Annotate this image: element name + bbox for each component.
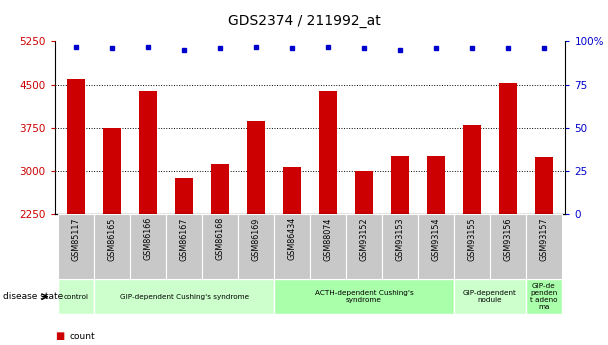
Bar — [274, 279, 454, 314]
Text: ■: ■ — [55, 332, 64, 341]
Bar — [319, 91, 337, 214]
Bar — [418, 214, 454, 279]
Text: GSM85117: GSM85117 — [72, 217, 81, 261]
Bar — [274, 214, 310, 279]
Text: GIP-dependent Cushing's syndrome: GIP-dependent Cushing's syndrome — [120, 294, 249, 300]
Bar — [454, 279, 526, 314]
Bar — [175, 178, 193, 214]
Text: GSM93156: GSM93156 — [503, 217, 513, 261]
Bar — [463, 125, 481, 214]
Bar — [310, 214, 346, 279]
Bar — [139, 91, 157, 214]
Bar — [58, 279, 94, 314]
Bar — [283, 167, 301, 214]
Text: GSM93153: GSM93153 — [395, 217, 404, 261]
Bar — [166, 214, 202, 279]
Bar — [202, 214, 238, 279]
Text: ACTH-dependent Cushing's
syndrome: ACTH-dependent Cushing's syndrome — [315, 290, 413, 303]
Text: GIP-dependent
nodule: GIP-dependent nodule — [463, 290, 517, 303]
Text: GIP-de
penden
t adeno
ma: GIP-de penden t adeno ma — [530, 283, 558, 310]
Bar — [427, 156, 445, 214]
Text: GSM86168: GSM86168 — [216, 217, 225, 260]
Text: GSM86434: GSM86434 — [288, 217, 297, 260]
Text: control: control — [64, 294, 89, 300]
Text: GSM93155: GSM93155 — [468, 217, 477, 261]
Bar — [94, 279, 274, 314]
Text: disease state: disease state — [3, 292, 63, 301]
Bar — [94, 214, 130, 279]
Bar — [130, 214, 166, 279]
Bar — [526, 279, 562, 314]
Bar — [67, 79, 85, 214]
Text: GSM93157: GSM93157 — [539, 217, 548, 261]
Bar — [346, 214, 382, 279]
Bar — [211, 165, 229, 214]
Bar — [103, 128, 121, 214]
Bar — [526, 214, 562, 279]
Text: GSM86165: GSM86165 — [108, 217, 117, 260]
Bar — [454, 214, 490, 279]
Bar — [535, 157, 553, 214]
Text: GDS2374 / 211992_at: GDS2374 / 211992_at — [227, 14, 381, 28]
Text: GSM86166: GSM86166 — [143, 217, 153, 260]
Bar — [391, 156, 409, 214]
Bar — [247, 121, 265, 214]
Text: GSM86169: GSM86169 — [252, 217, 261, 260]
Text: GSM93154: GSM93154 — [432, 217, 440, 261]
Bar — [355, 171, 373, 214]
Bar — [58, 214, 94, 279]
Bar — [382, 214, 418, 279]
Text: GSM93152: GSM93152 — [359, 217, 368, 261]
Text: count: count — [70, 332, 95, 341]
Bar — [499, 83, 517, 214]
Text: GSM88074: GSM88074 — [323, 217, 333, 260]
Bar — [238, 214, 274, 279]
Bar — [490, 214, 526, 279]
Text: GSM86167: GSM86167 — [180, 217, 188, 260]
